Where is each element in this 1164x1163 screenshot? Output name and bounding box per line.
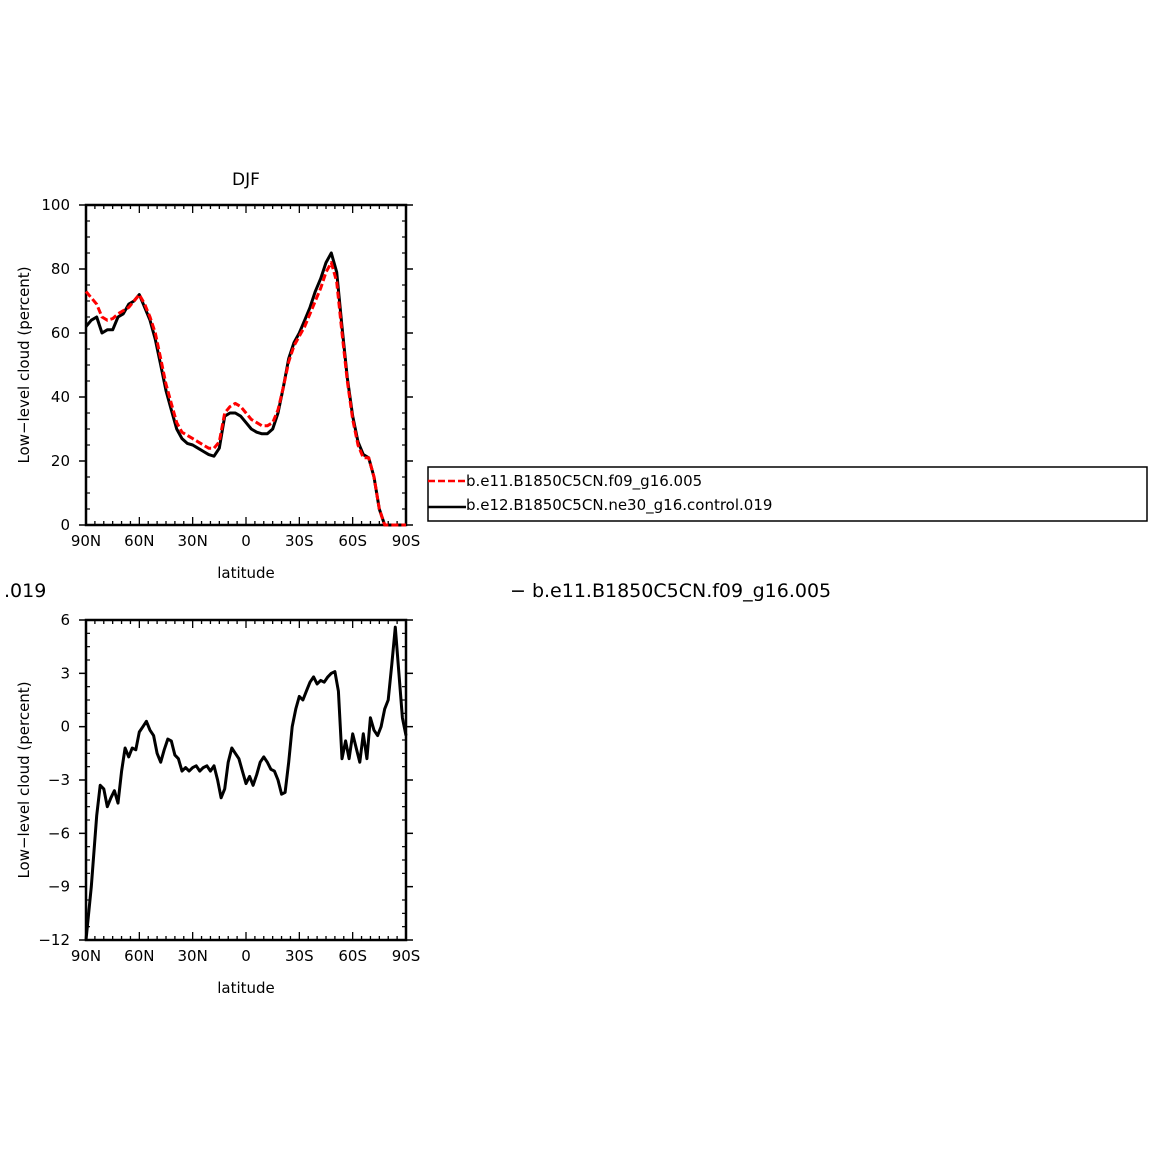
- bottom-x-tick-label: 30N: [178, 947, 208, 965]
- bottom-x-tick-label: 60S: [338, 947, 367, 965]
- bottom-y-tick-label: 6: [60, 611, 70, 629]
- top-y-axis-label: Low−level cloud (percent): [15, 266, 33, 463]
- top-y-tick-label: 80: [51, 260, 70, 278]
- bottom-chart-panel: 90N 60N 30N 0 30S 60S 90S −12 −9 −6 −3 0 3 6 latitude L…: [15, 611, 420, 997]
- bottom-series-line-black: [84, 625, 408, 941]
- legend-box: [427, 466, 1148, 522]
- top-series-line-black: [84, 251, 406, 527]
- bottom-y-tick-label: −9: [48, 878, 70, 896]
- bottom-y-tick-label: −12: [38, 931, 70, 949]
- top-x-tick-label: 30S: [285, 532, 314, 550]
- bottom-x-tick-label: 90S: [392, 947, 421, 965]
- top-chart-title: DJF: [232, 170, 260, 190]
- top-x-tick-label: 90S: [392, 532, 421, 550]
- bottom-x-tick-label: 60N: [124, 947, 154, 965]
- bottom-y-axis-label: Low−level cloud (percent): [15, 681, 33, 878]
- top-x-tick-label: 90N: [71, 532, 101, 550]
- top-plot-frame: [84, 203, 408, 527]
- legend-label-1: b.e11.B1850C5CN.f09_g16.005: [466, 472, 702, 491]
- legend-label-2: b.e12.B1850C5CN.ne30_g16.control.019: [466, 496, 772, 515]
- top-x-tick-label: 60S: [338, 532, 367, 550]
- bottom-y-tick-label: 0: [60, 718, 70, 736]
- bottom-y-tick-label: −3: [48, 771, 70, 789]
- top-x-tick-label: 30N: [178, 532, 208, 550]
- top-y-tick-label: 100: [41, 196, 70, 214]
- top-x-tick-label: 0: [241, 532, 251, 550]
- top-y-tick-label: 40: [51, 388, 70, 406]
- legend: b.e11.B1850C5CN.f09_g16.005 b.e12.B1850C…: [427, 466, 1148, 522]
- bottom-y-tick-label: 3: [60, 664, 70, 682]
- top-chart-panel: DJF 90N 60N 30N 0 30S 60S 90S 0 20 40 60 80 100 latitu…: [15, 170, 420, 582]
- bottom-x-tick-label: 0: [241, 947, 251, 965]
- bottom-y-tick-label: −6: [48, 824, 70, 842]
- header-fragment-right: − b.e11.B1850C5CN.f09_g16.005: [510, 580, 831, 602]
- header-fragment-left: .019: [4, 580, 46, 602]
- bottom-x-axis-label: latitude: [217, 979, 275, 997]
- top-x-axis-label: latitude: [217, 564, 275, 582]
- top-y-tick-label: 20: [51, 452, 70, 470]
- top-series-line-red: [84, 261, 406, 527]
- bottom-x-tick-label: 90N: [71, 947, 101, 965]
- top-x-tick-label: 60N: [124, 532, 154, 550]
- bottom-x-tick-label: 30S: [285, 947, 314, 965]
- top-y-tick-label: 60: [51, 324, 70, 342]
- top-y-tick-label: 0: [60, 516, 70, 534]
